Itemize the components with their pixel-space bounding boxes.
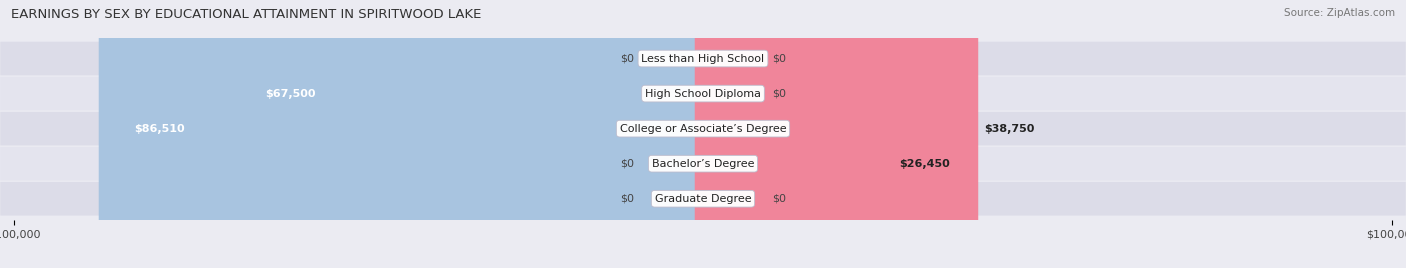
Text: $0: $0 (772, 54, 786, 64)
Text: High School Diploma: High School Diploma (645, 89, 761, 99)
FancyBboxPatch shape (229, 0, 711, 268)
FancyBboxPatch shape (640, 0, 711, 268)
FancyBboxPatch shape (98, 0, 711, 268)
FancyBboxPatch shape (695, 0, 979, 268)
FancyBboxPatch shape (0, 77, 1406, 110)
FancyBboxPatch shape (0, 42, 1406, 75)
Text: $38,750: $38,750 (984, 124, 1035, 134)
Text: Less than High School: Less than High School (641, 54, 765, 64)
Text: $67,500: $67,500 (266, 89, 316, 99)
FancyBboxPatch shape (0, 182, 1406, 215)
FancyBboxPatch shape (640, 0, 711, 268)
FancyBboxPatch shape (695, 0, 766, 268)
Text: EARNINGS BY SEX BY EDUCATIONAL ATTAINMENT IN SPIRITWOOD LAKE: EARNINGS BY SEX BY EDUCATIONAL ATTAINMEN… (11, 8, 482, 21)
Text: $0: $0 (620, 54, 634, 64)
Text: Bachelor’s Degree: Bachelor’s Degree (652, 159, 754, 169)
FancyBboxPatch shape (0, 112, 1406, 146)
Text: $86,510: $86,510 (135, 124, 186, 134)
FancyBboxPatch shape (640, 0, 711, 268)
Text: Graduate Degree: Graduate Degree (655, 194, 751, 204)
Text: $0: $0 (772, 194, 786, 204)
FancyBboxPatch shape (0, 147, 1406, 181)
FancyBboxPatch shape (695, 0, 766, 268)
Text: $0: $0 (620, 159, 634, 169)
Text: $0: $0 (772, 89, 786, 99)
FancyBboxPatch shape (695, 0, 766, 268)
FancyBboxPatch shape (695, 0, 893, 268)
Text: College or Associate’s Degree: College or Associate’s Degree (620, 124, 786, 134)
Text: Source: ZipAtlas.com: Source: ZipAtlas.com (1284, 8, 1395, 18)
Text: $26,450: $26,450 (898, 159, 950, 169)
Text: $0: $0 (620, 194, 634, 204)
